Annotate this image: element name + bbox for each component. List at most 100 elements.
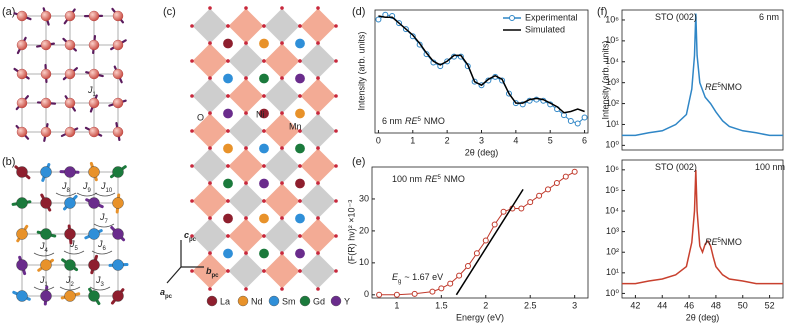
oxygen (262, 234, 266, 238)
coupling-label: J7 (99, 212, 109, 224)
data-point (574, 120, 581, 127)
atom (40, 97, 52, 109)
cation (293, 212, 307, 225)
oxygen (208, 6, 212, 10)
atom (112, 228, 124, 240)
annotation: RE5NMO (705, 82, 742, 92)
oxygen (298, 269, 302, 273)
oxygen (244, 6, 248, 10)
octahedron (299, 252, 337, 290)
oxygen (334, 234, 338, 238)
y-tick-label: 10⁵ (605, 35, 619, 45)
y-tick-label: 10³ (606, 226, 619, 236)
atom (64, 97, 76, 109)
site-label: Ni (256, 109, 265, 119)
text-part: 1 (45, 282, 49, 288)
oxygen (298, 234, 302, 238)
axis-label: cpc (184, 230, 197, 242)
oxygen (316, 41, 320, 45)
legend-label: Gd (313, 296, 325, 306)
legend-swatch (299, 295, 311, 307)
oxygen (280, 287, 284, 291)
oxygen (334, 129, 338, 133)
octahedron (263, 77, 301, 115)
x-tick-label: 3 (479, 135, 484, 145)
octahedron (263, 182, 301, 220)
octahedron (263, 147, 301, 185)
atom (16, 97, 28, 109)
atom (88, 97, 100, 109)
text-part: RE (425, 174, 438, 184)
coupling-label: J1 (87, 85, 97, 97)
oxygen (262, 199, 266, 203)
atom (112, 259, 124, 271)
atom (16, 197, 28, 209)
cation (257, 142, 271, 155)
atom (16, 290, 28, 302)
atom (16, 259, 28, 271)
atom (88, 228, 100, 240)
text-part: 5 (75, 246, 79, 252)
axis-arrow (166, 266, 182, 284)
cation (293, 37, 307, 50)
y-tick-label: 10⁶ (605, 164, 619, 174)
annotation: STO (002) (655, 162, 697, 172)
y-tick-label: 10¹ (606, 119, 619, 129)
text-part: NMO (424, 116, 445, 126)
oxygen (262, 59, 266, 63)
text-part: 100 nm (392, 174, 422, 184)
text-part: 100 nm (755, 162, 785, 172)
atom (16, 10, 28, 22)
oxygen (334, 94, 338, 98)
atom (112, 97, 124, 109)
oxygen (334, 59, 338, 63)
x-tick-label: 2 (483, 300, 488, 310)
panel-label: (e) (352, 156, 365, 168)
y-tick-label: 10 (359, 257, 369, 267)
atom (112, 290, 124, 302)
text-part: 5 (438, 175, 442, 181)
data-point (567, 118, 574, 125)
text-part: RE (705, 82, 718, 92)
oxygen (316, 287, 320, 291)
coupling-label: J2 (65, 275, 75, 287)
y-tick-label: 10² (606, 247, 619, 257)
data-point (553, 179, 560, 186)
data-point (500, 208, 507, 215)
atom (64, 228, 76, 240)
octahedron (263, 7, 301, 45)
y-tick-label: 30 (359, 193, 369, 203)
plot-frame (621, 159, 784, 299)
x-tick-label: 1.5 (435, 300, 448, 310)
legend-swatch (206, 295, 218, 307)
text-part: J (99, 212, 105, 222)
coupling-arc (94, 192, 116, 197)
data-point (438, 285, 445, 292)
text-part: 6 (103, 246, 107, 252)
cation (257, 247, 271, 260)
oxygen (226, 59, 230, 63)
octahedron (191, 147, 229, 185)
oxygen (280, 6, 284, 10)
text-part: 6 nm (759, 12, 779, 22)
data-point (482, 237, 489, 244)
oxygen (262, 164, 266, 168)
text-part: J (39, 241, 45, 251)
text-part: pc (189, 237, 197, 243)
text-part: 5 (418, 117, 422, 123)
cation (293, 247, 307, 260)
coupling-label: J5 (69, 239, 79, 251)
atom (112, 68, 124, 80)
data-point (518, 205, 525, 212)
y-tick-label: 10¹ (606, 267, 619, 277)
oxygen (316, 76, 320, 80)
panel-label: (a) (2, 6, 15, 18)
coupling-arc (91, 250, 113, 255)
octahedron (299, 7, 337, 45)
y-tick-label: 20 (359, 225, 369, 235)
octahedron (299, 112, 337, 150)
text-part: g (398, 279, 401, 285)
coupling-arc (76, 192, 98, 197)
legend-label: Simulated (525, 24, 565, 34)
